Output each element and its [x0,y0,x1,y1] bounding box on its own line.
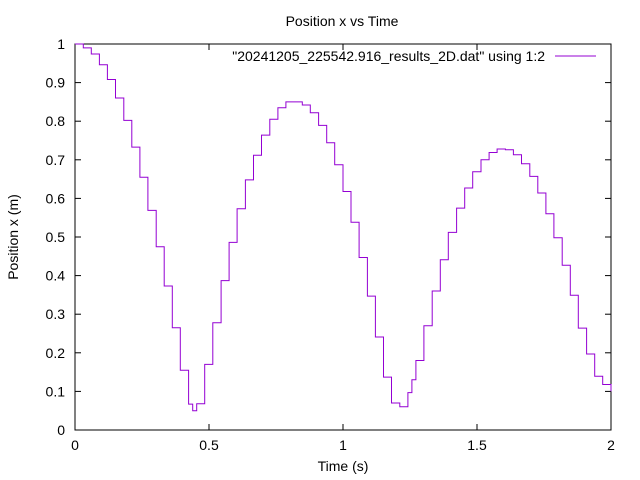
y-tick-label: 0.9 [46,75,66,91]
y-tick-label: 0.6 [46,190,66,206]
y-tick-label: 0.2 [46,345,66,361]
plot-frame [74,43,612,431]
y-axis-ticks: 0 0.1 0.2 0.3 0.4 0.5 0.6 0.7 0.8 0.9 1 [46,36,611,438]
series-line [75,43,612,412]
y-axis-label: Position x (m) [5,194,21,280]
y-tick-label: 0.4 [46,268,66,284]
x-tick-label: 0 [71,437,79,453]
y-tick-label: 0.7 [46,152,66,168]
y-tick-label: 1 [57,36,65,52]
chart-title: Position x vs Time [286,13,399,29]
y-tick-label: 0 [57,422,65,438]
x-tick-label: 0.5 [199,437,219,453]
legend: "20241205_225542.916_results_2D.dat" usi… [232,48,596,64]
y-tick-label: 0.3 [46,306,66,322]
y-tick-label: 0.8 [46,113,66,129]
x-tick-label: 1 [339,437,347,453]
x-axis-label: Time (s) [318,458,369,474]
x-tick-label: 2 [607,437,615,453]
y-tick-label: 0.5 [46,229,66,245]
x-tick-label: 1.5 [467,437,487,453]
legend-entry-label: "20241205_225542.916_results_2D.dat" usi… [232,48,545,64]
y-tick-label: 0.1 [46,383,66,399]
